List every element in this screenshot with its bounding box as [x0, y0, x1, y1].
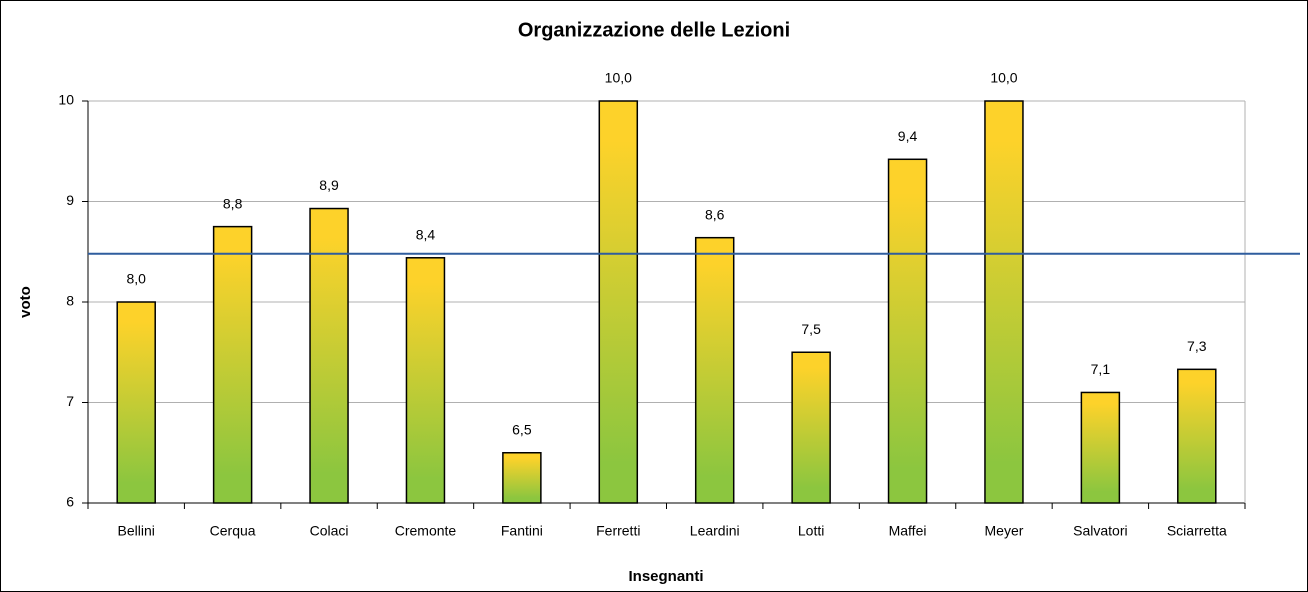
bar — [116, 301, 156, 504]
x-tick-label: Bellini — [118, 523, 155, 539]
data-label: 7,1 — [1091, 361, 1111, 377]
bar — [502, 452, 542, 504]
bar — [791, 351, 831, 504]
data-label: 8,4 — [416, 226, 436, 242]
x-tick-label: Ferretti — [596, 523, 640, 539]
x-tick-label: Meyer — [985, 523, 1024, 539]
y-tick-label: 6 — [66, 494, 74, 510]
bar — [405, 257, 446, 504]
x-tick-label: Sciarretta — [1167, 523, 1227, 539]
bar — [598, 100, 639, 504]
data-label: 8,0 — [126, 271, 146, 287]
data-label: 10,0 — [990, 70, 1017, 86]
data-label: 8,9 — [319, 177, 339, 193]
x-tick-label: Colaci — [310, 523, 349, 539]
bar — [887, 158, 928, 504]
y-tick-label: 7 — [66, 393, 74, 409]
chart-title: Organizzazione delle Lezioni — [518, 19, 790, 41]
bar — [1080, 391, 1121, 504]
y-tick-label: 8 — [66, 293, 74, 309]
bar — [1177, 368, 1217, 504]
y-axis-title: voto — [17, 286, 34, 318]
data-label: 6,5 — [512, 421, 532, 437]
data-label: 8,6 — [705, 206, 725, 222]
x-tick-label: Cerqua — [210, 523, 256, 539]
data-label: 7,5 — [801, 321, 821, 337]
bar — [309, 207, 349, 504]
x-tick-label: Salvatori — [1073, 523, 1127, 539]
x-tick-label: Maffei — [889, 523, 927, 539]
bar — [212, 225, 253, 504]
bar — [694, 236, 735, 504]
y-tick-label: 10 — [58, 92, 74, 108]
data-label: 10,0 — [605, 70, 632, 86]
data-label: 7,3 — [1187, 338, 1207, 354]
y-tick-label: 9 — [66, 192, 74, 208]
bar — [984, 100, 1024, 504]
x-axis-title: Insegnanti — [628, 568, 703, 585]
data-label: 8,8 — [223, 195, 243, 211]
x-tick-label: Fantini — [501, 523, 543, 539]
data-label: 9,4 — [898, 128, 918, 144]
x-tick-label: Leardini — [690, 523, 740, 539]
x-tick-label: Cremonte — [395, 523, 457, 539]
x-tick-label: Lotti — [798, 523, 824, 539]
